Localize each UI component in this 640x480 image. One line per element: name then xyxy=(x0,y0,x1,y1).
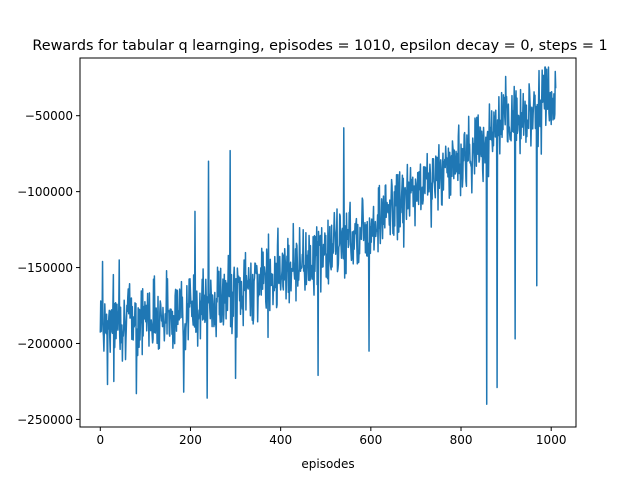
x-tick-label: 400 xyxy=(269,433,292,447)
y-tick-label: −250000 xyxy=(17,413,73,427)
plot-area xyxy=(99,66,557,405)
x-tick-label: 1000 xyxy=(536,433,567,447)
y-tick-label: −150000 xyxy=(17,261,73,275)
x-tick-label: 0 xyxy=(96,433,104,447)
y-tick-label: −200000 xyxy=(17,337,73,351)
x-tick-label: 800 xyxy=(450,433,473,447)
y-tick-label: −50000 xyxy=(25,109,73,123)
plot-frame xyxy=(79,57,577,428)
x-tick-label: 600 xyxy=(359,433,382,447)
x-axis-label: episodes xyxy=(301,457,354,471)
x-tick-label: 200 xyxy=(179,433,202,447)
chart-title: Rewards for tabular q learnging, episode… xyxy=(32,38,607,54)
axis-ticks: 0 200 400 600 800 1000 −250000 −200000 −150000 −1… xyxy=(17,109,566,447)
y-tick-label: −100000 xyxy=(17,185,73,199)
rewards-series-line xyxy=(99,66,557,405)
